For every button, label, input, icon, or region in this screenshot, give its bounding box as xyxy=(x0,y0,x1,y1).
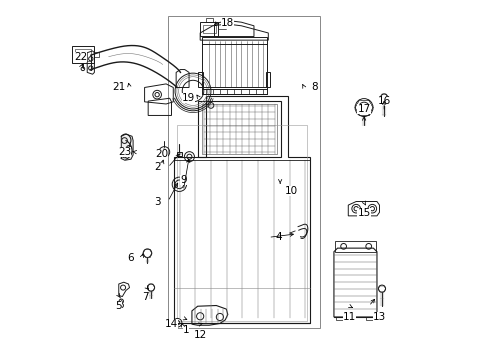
Text: 16: 16 xyxy=(377,96,391,106)
Text: 23: 23 xyxy=(118,147,131,157)
Text: 12: 12 xyxy=(194,330,207,340)
Text: 18: 18 xyxy=(221,18,234,28)
Bar xyxy=(75,49,91,61)
Bar xyxy=(72,46,94,63)
Bar xyxy=(198,101,281,157)
Text: 14: 14 xyxy=(165,319,178,329)
Text: 6: 6 xyxy=(128,253,134,263)
Bar xyxy=(177,152,182,156)
Text: 4: 4 xyxy=(276,232,282,242)
Bar xyxy=(200,22,218,36)
Bar xyxy=(202,104,277,154)
Bar xyxy=(177,125,307,320)
Bar xyxy=(335,241,376,252)
Text: 10: 10 xyxy=(284,186,297,197)
Bar xyxy=(168,16,320,328)
Text: 7: 7 xyxy=(142,292,148,302)
Polygon shape xyxy=(122,134,133,160)
Text: 2: 2 xyxy=(154,162,160,172)
Text: 5: 5 xyxy=(116,301,122,311)
Text: 3: 3 xyxy=(154,197,160,207)
Text: 19: 19 xyxy=(182,93,195,103)
Text: 20: 20 xyxy=(155,149,169,159)
Text: 17: 17 xyxy=(357,104,370,114)
Text: 11: 11 xyxy=(343,312,356,322)
Text: 13: 13 xyxy=(373,312,386,322)
Text: 1: 1 xyxy=(182,325,189,335)
Text: 15: 15 xyxy=(357,208,370,218)
Text: 8: 8 xyxy=(312,82,318,93)
Bar xyxy=(203,25,216,33)
Text: 21: 21 xyxy=(112,82,125,93)
Text: 9: 9 xyxy=(180,175,187,185)
Bar xyxy=(94,51,98,57)
Text: 22: 22 xyxy=(74,52,87,62)
